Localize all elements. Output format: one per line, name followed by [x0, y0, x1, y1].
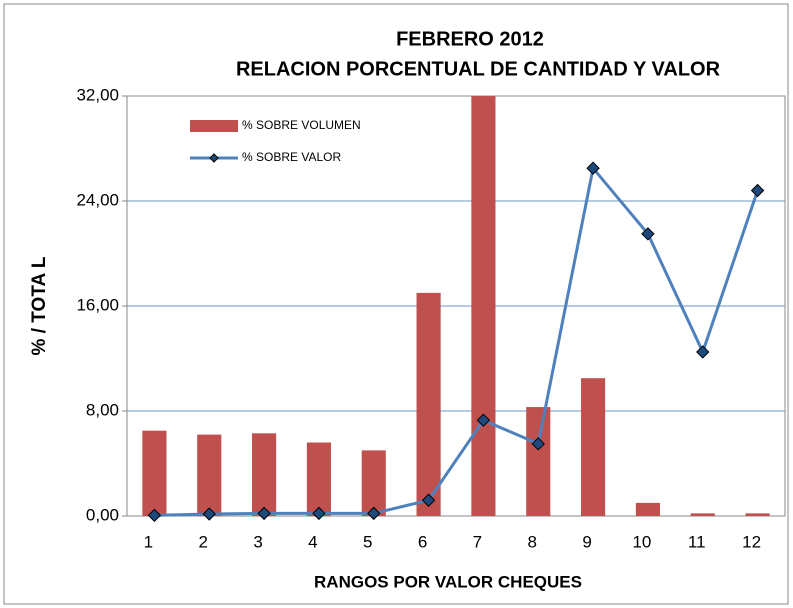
marker [202, 507, 216, 521]
bar [306, 442, 331, 516]
marker [750, 183, 765, 198]
marker [421, 493, 436, 507]
bar [635, 502, 660, 516]
marker [531, 437, 545, 451]
legend-marker [209, 153, 219, 163]
x-tick-label: 1 [144, 532, 153, 551]
x-tick-label: 9 [582, 532, 591, 551]
chart-border [3, 3, 789, 605]
y-tick-label: 16,00 [76, 295, 119, 314]
x-tick-label: 5 [363, 532, 372, 551]
x-tick-label: 2 [199, 532, 208, 551]
bar [471, 96, 496, 516]
marker [586, 161, 600, 175]
plot-border [126, 95, 786, 517]
bar [197, 434, 222, 516]
y-axis-label: % / TOTA L [29, 256, 50, 355]
chart-subtitle: RELACION PORCENTUAL DE CANTIDAD Y VALOR [236, 58, 721, 80]
marker [476, 413, 491, 427]
x-tick-label: 7 [473, 532, 482, 551]
marker [312, 506, 326, 521]
y-tick-label: 8,00 [86, 400, 119, 419]
y-tick-label: 32,00 [76, 85, 119, 104]
legend-label: % SOBRE VALOR [242, 150, 341, 164]
legend-label: % SOBRE VOLUMEN [242, 118, 361, 132]
bar [416, 292, 441, 516]
marker [641, 227, 655, 241]
chart-title: FEBRERO 2012 [396, 28, 544, 50]
x-tick-label: 10 [632, 532, 651, 551]
bar [252, 433, 277, 516]
y-tick-label: 24,00 [76, 190, 119, 209]
bar [745, 513, 770, 516]
x-tick-label: 6 [418, 532, 427, 551]
x-tick-label: 3 [253, 532, 262, 551]
bar [361, 450, 386, 516]
legend-swatch [190, 120, 238, 132]
bar [526, 407, 551, 516]
x-tick-label: 4 [308, 532, 317, 551]
x-tick-label: 8 [528, 532, 537, 551]
x-axis-label: RANGOS POR VALOR CHEQUES [314, 572, 582, 591]
bar [581, 378, 606, 516]
x-tick-label: 12 [742, 532, 761, 551]
bar [690, 513, 715, 516]
line [154, 164, 760, 517]
marker [147, 508, 162, 523]
bar [142, 430, 167, 516]
marker [257, 506, 271, 521]
marker [696, 345, 710, 359]
x-tick-label: 11 [688, 532, 706, 551]
y-tick-label: 0,00 [86, 505, 119, 524]
marker [367, 506, 381, 521]
